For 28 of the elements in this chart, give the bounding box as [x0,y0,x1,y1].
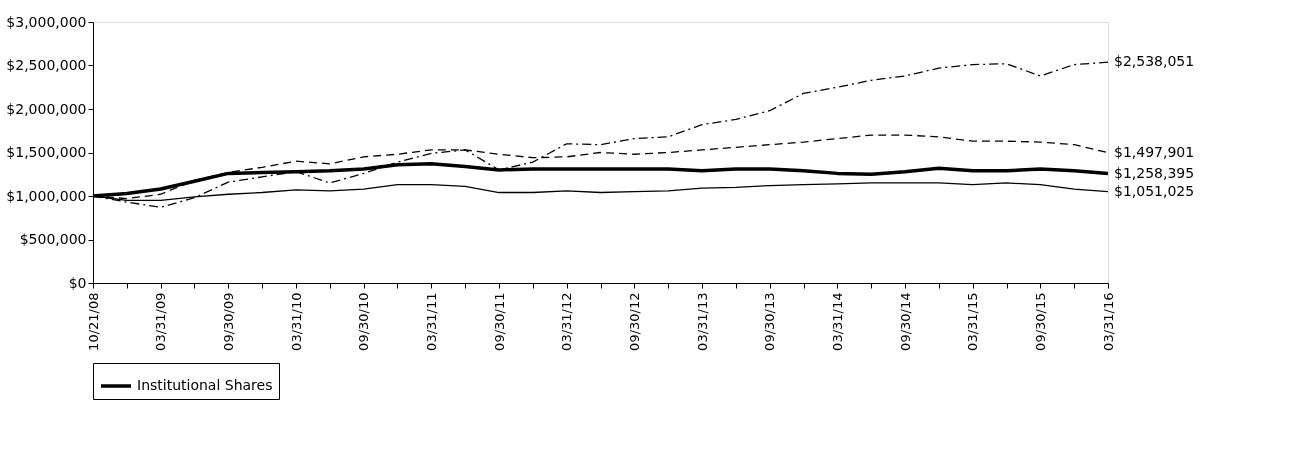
x-tick-label: 09/30/13 [762,292,778,351]
x-tick-label: 03/31/13 [694,292,710,351]
data-label: $2,538,051 [1114,53,1195,70]
y-tick-label: $500,000 [19,231,87,247]
x-tick-label: 09/30/10 [356,292,372,351]
y-tick-label: $0 [68,274,87,291]
data-label: $1,258,395 [1114,164,1195,181]
x-tick-label: 09/30/14 [897,292,913,351]
x-tick-label: 09/30/11 [491,292,507,351]
x-tick-label: 03/31/16 [1100,292,1116,351]
y-tick-label: $3,000,000 [6,13,87,30]
data-label: $1,497,901 [1114,143,1195,160]
x-tick-label: 03/31/10 [288,292,304,351]
y-tick-label: $2,500,000 [6,57,87,73]
data-label: $1,051,025 [1114,182,1195,199]
x-tick-label: 03/31/14 [829,292,845,351]
legend-label: Institutional Shares [137,377,273,393]
y-tick-label: $2,000,000 [6,100,87,117]
x-tick-label: 10/21/08 [85,292,101,351]
x-tick-label: 09/30/15 [1032,292,1048,351]
x-tick-label: 09/30/09 [220,292,236,351]
x-tick-label: 03/31/09 [153,292,169,351]
x-tick-label: 03/31/12 [559,292,575,351]
y-tick-label: $1,500,000 [6,144,87,160]
x-tick-label: 09/30/12 [626,292,642,351]
y-tick-label: $1,000,000 [6,187,87,204]
x-tick-label: 03/31/11 [423,292,439,351]
x-tick-label: 03/31/15 [965,292,981,351]
